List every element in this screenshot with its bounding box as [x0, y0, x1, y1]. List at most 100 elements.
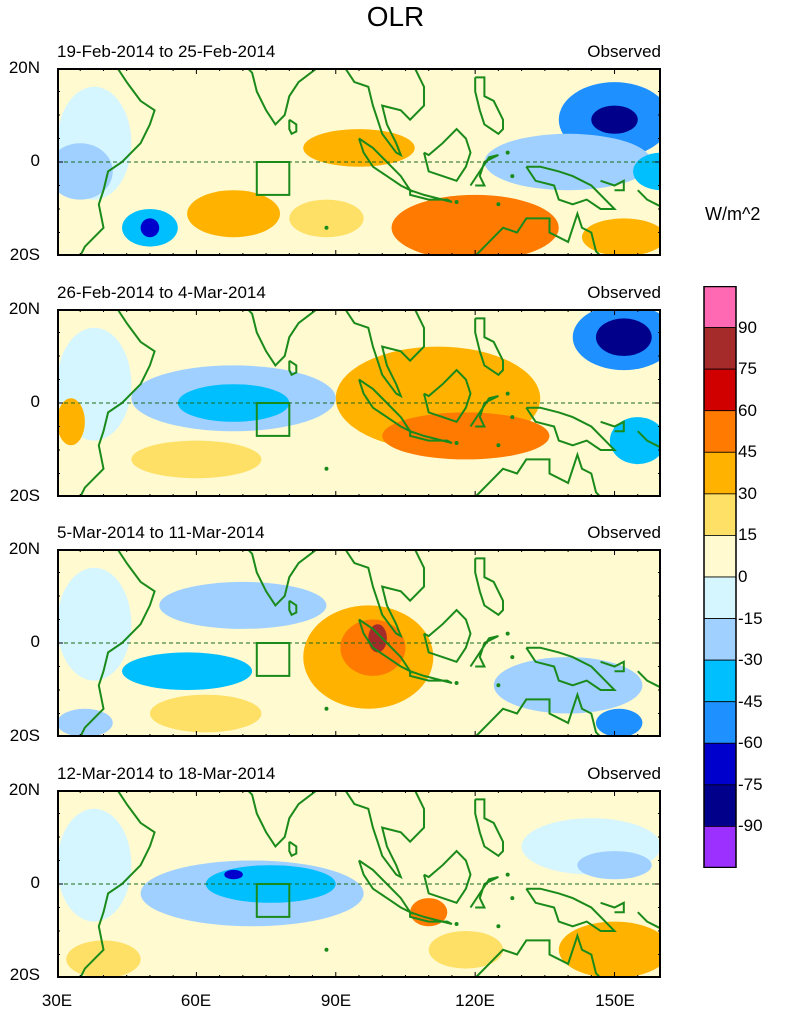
island	[510, 174, 515, 179]
island	[505, 150, 510, 155]
lat-label-20s: 20S	[9, 965, 40, 984]
coastline	[474, 932, 602, 978]
colorbar-swatch	[703, 327, 737, 370]
colorbar-label: -15	[738, 608, 763, 628]
colorbar-swatch	[703, 784, 737, 827]
colorbar-swatch	[703, 618, 737, 661]
lon-label-60e: 60E	[180, 991, 212, 1010]
anomaly-blob	[382, 412, 550, 460]
anomaly-blob	[224, 869, 243, 880]
coastline	[600, 660, 625, 673]
coastline	[233, 68, 318, 126]
lat-label-20n: 20N	[8, 299, 40, 318]
island	[505, 872, 510, 877]
island	[454, 199, 459, 204]
coastline	[637, 670, 661, 689]
coastline	[474, 210, 602, 256]
colorbar-swatch	[703, 742, 737, 786]
colorbar-label: -30	[738, 650, 763, 670]
coastline	[409, 911, 453, 925]
olr-map-panel-4	[57, 790, 661, 978]
panel-4-date-title: 12-Mar-2014 to 18-Mar-2014	[57, 764, 276, 783]
island	[505, 391, 510, 396]
coastline	[474, 451, 602, 497]
island	[510, 896, 515, 901]
colorbar	[703, 286, 737, 868]
lat-label-0: 0	[30, 151, 40, 170]
coastline	[358, 859, 414, 915]
lat-label-20s: 20S	[9, 245, 40, 264]
anomaly-blob	[57, 398, 85, 446]
panel-frame	[57, 549, 661, 737]
coastline	[469, 154, 499, 187]
anomaly-blob	[57, 143, 113, 200]
colorbar-swatch	[703, 410, 737, 453]
colorbar-swatch	[703, 535, 737, 578]
island	[496, 924, 501, 929]
anomaly-blob	[368, 624, 387, 653]
coastline	[469, 635, 499, 668]
coastline	[358, 378, 414, 434]
colorbar-label: -75	[738, 774, 763, 794]
coastline	[474, 557, 504, 617]
anomaly-blob	[159, 581, 327, 629]
panel-3-source-title: Observed	[587, 523, 661, 542]
region-box	[255, 883, 291, 918]
anomaly-blob	[140, 218, 160, 238]
island	[510, 415, 515, 420]
colorbar-label: 75	[738, 359, 757, 379]
coastline	[233, 309, 318, 367]
anomaly-blob	[493, 657, 643, 714]
lat-label-20n: 20N	[8, 58, 40, 77]
coastline	[637, 911, 661, 930]
panel-3-date-title: 5-Mar-2014 to 11-Mar-2014	[57, 523, 265, 542]
coastline	[344, 68, 425, 158]
colorbar-label: 30	[738, 483, 757, 503]
lat-label-0: 0	[30, 392, 40, 411]
anomaly-blob	[591, 105, 638, 134]
colorbar-label: 45	[738, 442, 757, 462]
island	[324, 225, 329, 230]
coastline	[423, 608, 472, 663]
coastline	[288, 118, 298, 136]
coastline	[358, 137, 414, 193]
coastline	[600, 901, 625, 914]
colorbar-swatch	[703, 286, 737, 328]
lat-label-20s: 20S	[9, 486, 40, 505]
anomaly-blob	[558, 921, 661, 978]
panel-4-source-title: Observed	[587, 764, 661, 783]
colorbar-label: 0	[738, 567, 748, 586]
chart-title: OLR	[366, 1, 425, 32]
coastline	[423, 849, 472, 904]
panel-frame	[57, 790, 661, 978]
coastline	[409, 670, 453, 684]
lon-label-120e: 120E	[455, 991, 495, 1010]
coastline	[233, 549, 318, 607]
anomaly-blob	[582, 218, 661, 256]
colorbar-label: -60	[738, 733, 763, 753]
anomaly-blob	[595, 708, 643, 737]
colorbar-label: 60	[738, 400, 757, 420]
island	[454, 921, 459, 926]
anomaly-blob	[57, 567, 132, 681]
panel-frame	[57, 68, 661, 256]
anomaly-blob	[57, 808, 132, 922]
colorbar-swatch	[703, 826, 737, 868]
region-box	[255, 402, 291, 437]
coastline	[637, 430, 661, 449]
lat-label-0: 0	[30, 632, 40, 651]
anomaly-blob	[122, 652, 253, 690]
colorbar-label: 15	[738, 525, 757, 545]
colorbar-label: -90	[738, 816, 763, 836]
colorbar-swatch	[703, 576, 737, 619]
coastline	[423, 127, 472, 182]
island	[454, 440, 459, 445]
anomaly-blob	[428, 931, 504, 969]
coastline	[469, 876, 499, 909]
panel-frame	[57, 309, 661, 497]
olr-map-panel-2	[57, 309, 661, 497]
island	[324, 706, 329, 711]
colorbar-frame	[703, 286, 737, 868]
coastline	[358, 618, 414, 674]
island	[496, 202, 501, 207]
